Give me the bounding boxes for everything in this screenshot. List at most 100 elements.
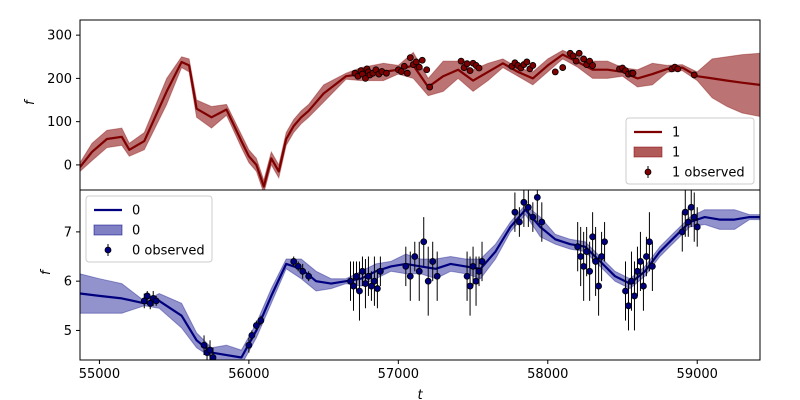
observed-point: [463, 60, 471, 68]
observed-point: [397, 68, 405, 75]
observed-point: [589, 233, 597, 241]
observed-point: [583, 248, 591, 255]
observed-point: [595, 282, 602, 290]
observed-point: [411, 253, 419, 260]
observed-point: [143, 292, 151, 300]
y-tick-label: 7: [64, 225, 72, 240]
legend: 1 1 1 observed: [625, 117, 755, 185]
observed-point: [690, 213, 698, 221]
observed-point: [574, 243, 582, 251]
observed-point: [586, 267, 594, 275]
observed-point: [690, 71, 698, 79]
observed-point: [466, 67, 474, 75]
observed-point: [403, 69, 411, 77]
observed-point: [245, 341, 253, 349]
legend-point-swatch: [644, 168, 652, 176]
observed-point: [646, 238, 653, 246]
observed-point: [572, 57, 580, 65]
observed-point: [420, 238, 428, 246]
observed-point: [371, 277, 378, 285]
observed-point: [529, 62, 537, 69]
observed-point: [520, 198, 528, 206]
observed-point: [305, 272, 313, 280]
observed-point: [589, 62, 597, 69]
observed-point: [580, 55, 588, 63]
observed-point: [523, 58, 531, 66]
x-tick-label: 56000: [228, 367, 269, 382]
observed-point: [415, 267, 423, 275]
observed-point: [475, 64, 483, 72]
observed-point: [533, 193, 541, 201]
observed-point: [601, 238, 608, 246]
legend-label: 0: [132, 204, 140, 219]
observed-point: [628, 277, 635, 285]
observed-point: [625, 302, 632, 310]
y-tick-label: 0: [64, 158, 72, 173]
legend-point-swatch: [104, 246, 112, 254]
legend-label: 0 observed: [132, 244, 205, 259]
observed-point: [511, 208, 519, 216]
y-tick-label: 300: [47, 29, 72, 44]
observed-point: [524, 203, 532, 211]
y-tick-label: 5: [64, 324, 72, 339]
observed-point: [290, 258, 298, 265]
observed-point: [684, 218, 692, 226]
observed-point: [634, 267, 641, 275]
observed-point: [415, 63, 423, 71]
top-panel: f 0 100 200 300 1 1 1 observed: [23, 19, 761, 191]
observed-point: [365, 272, 372, 280]
observed-point: [472, 277, 480, 285]
observed-point: [631, 292, 638, 300]
x-axis-label: t: [417, 388, 423, 400]
observed-point: [559, 64, 567, 71]
observed-point: [423, 66, 431, 74]
observed-point: [299, 267, 307, 275]
observed-point: [206, 346, 214, 354]
legend-box: [625, 117, 755, 185]
observed-point: [693, 223, 701, 231]
observed-point: [648, 262, 656, 270]
observed-point: [209, 354, 217, 360]
model-line: [80, 208, 760, 359]
legend: 0 0 0 observed: [85, 195, 213, 263]
observed-point: [515, 218, 523, 226]
observed-point: [248, 331, 256, 339]
observed-point: [257, 317, 265, 324]
observed-point: [356, 287, 363, 295]
bottom-panel: f t 5 6 7 55000 56000 57000 58000 59000 0 0 0 obse…: [39, 189, 761, 400]
observed-point: [382, 69, 390, 77]
observed-point: [640, 282, 647, 290]
uncertainty-band: [80, 49, 760, 190]
observed-point: [674, 65, 682, 73]
observed-point: [406, 272, 414, 280]
observed-point: [362, 74, 369, 82]
plot-area: [80, 190, 760, 360]
observed-point: [637, 258, 644, 265]
observed-point: [538, 218, 546, 226]
y-tick-label: 100: [47, 115, 72, 130]
observed-point: [402, 262, 410, 270]
observed-point: [350, 282, 357, 290]
x-tick-label: 55000: [79, 367, 120, 382]
x-tick-label: 59000: [677, 367, 718, 382]
legend-box: [85, 195, 213, 263]
observed-point: [475, 267, 483, 275]
observed-point: [406, 54, 414, 62]
observed-point: [418, 56, 426, 64]
y-tick-label: 6: [64, 275, 72, 290]
observed-point: [678, 228, 686, 236]
legend-band-swatch: [93, 224, 123, 236]
observed-point: [577, 253, 585, 260]
observed-point: [353, 272, 360, 280]
x-tick-label: 58000: [527, 367, 568, 382]
observed-point: [478, 258, 486, 265]
observed-point: [551, 68, 559, 76]
observed-point: [466, 282, 474, 290]
observed-point: [252, 322, 260, 329]
bottom-y-axis-label: f: [39, 268, 54, 275]
plot-area: [80, 49, 760, 190]
observed-point: [376, 267, 384, 275]
observed-point: [687, 203, 695, 211]
observed-point: [622, 287, 629, 295]
observed-point: [294, 262, 302, 270]
